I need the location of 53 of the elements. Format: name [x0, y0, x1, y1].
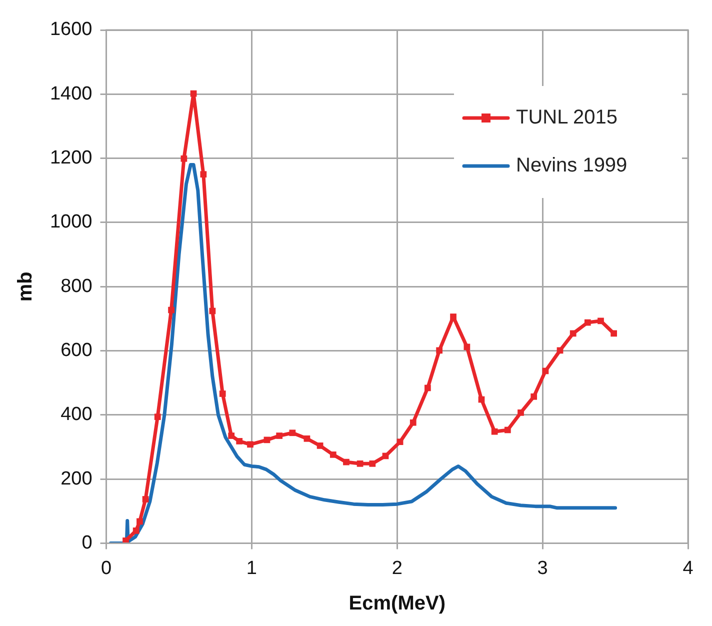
point — [450, 314, 456, 320]
y-tick-label: 0 — [82, 532, 92, 554]
point — [276, 432, 283, 439]
point — [136, 518, 143, 525]
x-tick-label: 1 — [246, 558, 257, 579]
y-tick-label: 400 — [60, 404, 92, 426]
point — [464, 344, 470, 350]
x-axis-title: Ecm(MeV) — [348, 592, 446, 615]
y-tick-label: 1400 — [50, 83, 92, 104]
point — [142, 496, 149, 502]
y-tick-label: 1600 — [50, 19, 92, 40]
point — [304, 435, 310, 442]
y-tick-label: 1000 — [50, 212, 92, 233]
point — [530, 393, 538, 400]
point — [518, 409, 524, 416]
x-tick-label: 4 — [682, 558, 694, 579]
point — [610, 330, 618, 337]
point — [584, 319, 591, 326]
y-tick-label: 1200 — [50, 148, 92, 169]
y-tick-label: 600 — [60, 340, 92, 361]
legend-label: Nevins 1999 — [516, 154, 628, 177]
point — [570, 330, 576, 337]
y-tick-label: 200 — [60, 468, 92, 490]
point — [504, 426, 511, 434]
point — [132, 528, 140, 534]
point — [396, 438, 404, 446]
point — [356, 460, 364, 467]
x-tick-label: 0 — [100, 558, 112, 579]
point — [219, 390, 226, 397]
point — [369, 460, 376, 467]
point — [264, 436, 270, 444]
point — [180, 155, 188, 162]
legend-label: TUNL 2015 — [516, 106, 618, 129]
x-tick-label: 2 — [392, 558, 402, 579]
point — [247, 441, 254, 448]
y-axis-title: mb — [14, 272, 37, 302]
point — [330, 451, 336, 458]
point — [436, 347, 442, 354]
y-tick-label: 800 — [60, 276, 92, 297]
point — [410, 419, 416, 426]
point — [343, 458, 350, 466]
point — [424, 384, 431, 392]
point — [598, 318, 604, 324]
x-tick-label: 3 — [537, 558, 548, 579]
point — [491, 428, 498, 435]
point — [228, 432, 235, 439]
point — [289, 430, 296, 436]
point — [154, 414, 161, 420]
point — [556, 347, 564, 354]
point — [316, 442, 324, 449]
point — [200, 171, 207, 178]
point — [168, 306, 174, 314]
point — [236, 438, 243, 444]
